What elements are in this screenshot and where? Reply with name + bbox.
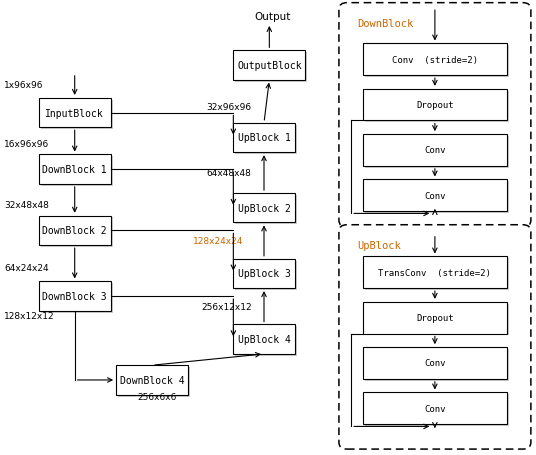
- Text: Conv: Conv: [424, 146, 445, 155]
- Text: UpBlock: UpBlock: [358, 240, 401, 250]
- Text: DownBlock 3: DownBlock 3: [42, 292, 107, 302]
- Text: UpBlock 3: UpBlock 3: [237, 269, 291, 279]
- Text: Conv: Conv: [424, 359, 445, 368]
- FancyBboxPatch shape: [41, 283, 113, 313]
- FancyBboxPatch shape: [363, 44, 507, 76]
- FancyBboxPatch shape: [339, 225, 531, 449]
- FancyBboxPatch shape: [363, 347, 507, 379]
- FancyBboxPatch shape: [363, 180, 507, 212]
- FancyBboxPatch shape: [39, 282, 111, 311]
- FancyBboxPatch shape: [233, 51, 306, 81]
- Text: 256x12x12: 256x12x12: [202, 302, 252, 311]
- Text: UpBlock 1: UpBlock 1: [237, 133, 291, 143]
- FancyBboxPatch shape: [41, 101, 113, 130]
- Text: DownBlock 2: DownBlock 2: [42, 226, 107, 236]
- FancyBboxPatch shape: [365, 182, 509, 213]
- Text: OutputBlock: OutputBlock: [237, 61, 302, 71]
- FancyBboxPatch shape: [41, 157, 113, 187]
- Text: 32x48x48: 32x48x48: [4, 201, 49, 209]
- FancyBboxPatch shape: [233, 193, 295, 223]
- Text: 128x24x24: 128x24x24: [193, 237, 244, 246]
- FancyBboxPatch shape: [365, 304, 509, 336]
- Text: InputBlock: InputBlock: [46, 108, 104, 118]
- FancyBboxPatch shape: [339, 4, 531, 227]
- Text: Conv  (stride=2): Conv (stride=2): [392, 56, 478, 65]
- Text: TransConv  (stride=2): TransConv (stride=2): [378, 268, 492, 277]
- FancyBboxPatch shape: [235, 195, 297, 225]
- FancyBboxPatch shape: [235, 125, 297, 155]
- FancyBboxPatch shape: [233, 259, 295, 288]
- FancyBboxPatch shape: [365, 46, 509, 78]
- FancyBboxPatch shape: [363, 302, 507, 334]
- Text: Dropout: Dropout: [416, 313, 453, 323]
- Text: UpBlock 4: UpBlock 4: [237, 334, 291, 344]
- FancyBboxPatch shape: [365, 349, 509, 381]
- FancyBboxPatch shape: [235, 53, 308, 82]
- Text: 64x48x48: 64x48x48: [207, 169, 251, 178]
- FancyBboxPatch shape: [233, 325, 295, 354]
- FancyBboxPatch shape: [363, 393, 507, 424]
- Text: 128x12x12: 128x12x12: [4, 311, 55, 320]
- Text: 64x24x24: 64x24x24: [4, 264, 49, 273]
- Text: 32x96x96: 32x96x96: [207, 103, 252, 112]
- FancyBboxPatch shape: [365, 394, 509, 426]
- Text: 16x96x96: 16x96x96: [4, 139, 49, 148]
- Text: Output: Output: [255, 12, 291, 22]
- Text: Dropout: Dropout: [416, 101, 453, 110]
- FancyBboxPatch shape: [39, 99, 111, 128]
- FancyBboxPatch shape: [118, 367, 190, 397]
- FancyBboxPatch shape: [365, 136, 509, 168]
- Text: 256x6x6: 256x6x6: [137, 393, 177, 402]
- FancyBboxPatch shape: [233, 123, 295, 153]
- FancyBboxPatch shape: [235, 261, 297, 290]
- Text: UpBlock 2: UpBlock 2: [237, 203, 291, 213]
- FancyBboxPatch shape: [235, 327, 297, 356]
- Text: DownBlock: DownBlock: [358, 19, 414, 29]
- Text: Conv: Conv: [424, 192, 445, 200]
- FancyBboxPatch shape: [363, 90, 507, 121]
- Text: DownBlock 4: DownBlock 4: [120, 375, 184, 385]
- FancyBboxPatch shape: [39, 216, 111, 246]
- FancyBboxPatch shape: [363, 135, 507, 167]
- Text: Conv: Conv: [424, 404, 445, 413]
- FancyBboxPatch shape: [116, 365, 188, 395]
- FancyBboxPatch shape: [39, 155, 111, 185]
- FancyBboxPatch shape: [41, 218, 113, 248]
- Text: 1x96x96: 1x96x96: [4, 81, 43, 90]
- Text: DownBlock 1: DownBlock 1: [42, 165, 107, 175]
- FancyBboxPatch shape: [365, 91, 509, 123]
- FancyBboxPatch shape: [365, 259, 509, 290]
- FancyBboxPatch shape: [363, 257, 507, 288]
